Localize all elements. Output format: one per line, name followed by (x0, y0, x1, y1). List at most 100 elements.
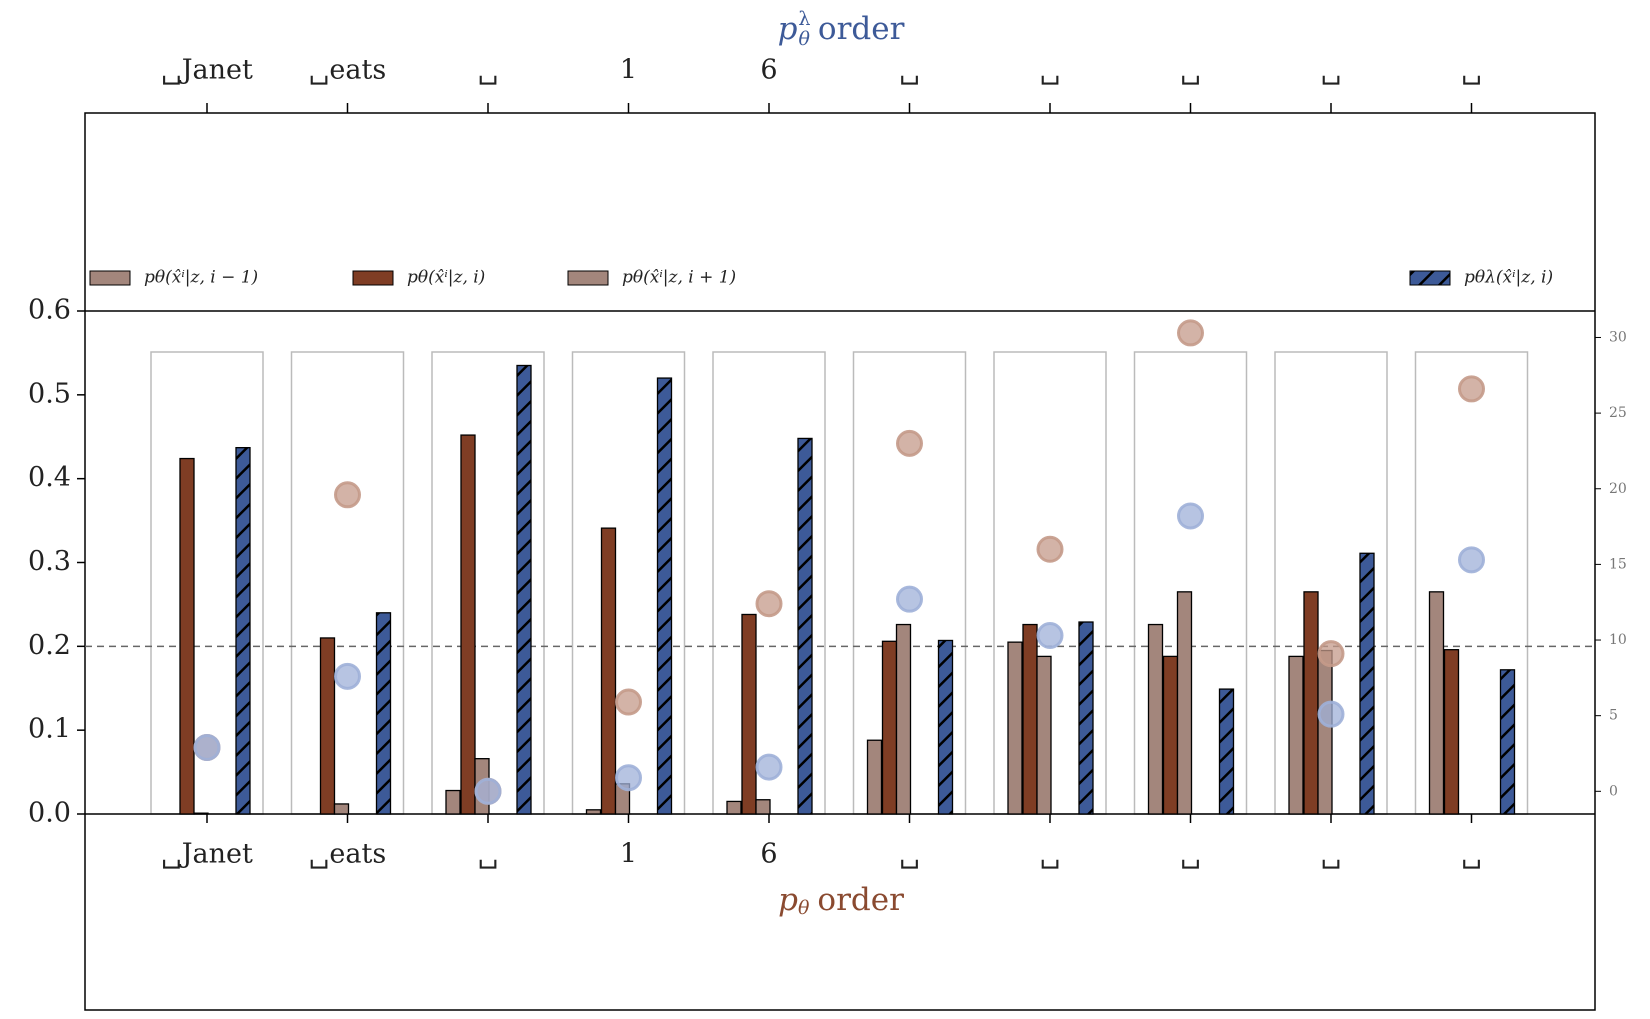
x-tick-label: 6 (760, 839, 777, 870)
legend-swatch (567, 270, 609, 286)
bar (1443, 649, 1460, 815)
y-tick-label: 0.4 (28, 462, 71, 493)
point (615, 688, 642, 716)
bar (1007, 641, 1023, 815)
y2-tick-label: 5 (1609, 708, 1618, 724)
point (1317, 640, 1345, 668)
point (755, 753, 783, 781)
point (474, 777, 502, 805)
y2-tick-label: 15 (1609, 556, 1627, 572)
y-tick-label: 0.5 (28, 378, 71, 409)
y-tick-label: 0.3 (28, 546, 71, 577)
point (1036, 621, 1064, 649)
x-tick-label: ␣ (1321, 839, 1342, 870)
point (1177, 502, 1204, 530)
bar (193, 812, 209, 815)
x-label-base: p (778, 882, 798, 918)
legend-label: pθ(x̂ⁱ|z, i + 1) (622, 268, 736, 288)
legend-swatch (1409, 270, 1451, 286)
bar (797, 437, 813, 815)
legend-label: pθλ(x̂ⁱ|z, i) (1464, 268, 1553, 288)
x-tick-label: ␣ (1040, 839, 1061, 870)
point (1458, 546, 1485, 574)
x-label-sub: θ (798, 897, 810, 919)
x2-tick-label: ␣eats (309, 55, 386, 86)
bar (445, 789, 461, 815)
x2-tick-label: ␣ (1180, 55, 1201, 86)
legend-label: pθ(x̂ⁱ|z, i − 1) (144, 268, 258, 288)
point (755, 590, 783, 618)
bar (179, 457, 195, 815)
bar (656, 377, 673, 815)
point (193, 733, 221, 761)
x2-tick-label: ␣ (899, 55, 920, 86)
x2-tick-label: ␣ (1040, 55, 1061, 86)
x2-label-sub: θ (798, 28, 810, 50)
point (1177, 319, 1204, 347)
bar (600, 527, 617, 815)
bar (755, 799, 771, 815)
bar (726, 800, 742, 815)
bar (585, 809, 602, 815)
point (896, 429, 923, 457)
x2-label: pλ θ order (778, 8, 905, 50)
legend-swatch (352, 270, 394, 286)
y-tick-label: 0.2 (28, 630, 71, 661)
x-tick-label: 1 (620, 839, 637, 870)
y-tick-label: 0.1 (28, 714, 71, 745)
point (1317, 700, 1345, 728)
x-tick-label: ␣ (899, 839, 920, 870)
y-tick-label: 0.6 (28, 295, 71, 326)
bar (333, 803, 350, 815)
point (1036, 535, 1064, 563)
bar (235, 446, 251, 815)
legend-label: pθ(x̂ⁱ|z, i) (407, 268, 485, 288)
point (334, 481, 361, 509)
frame (84, 112, 1596, 1011)
x2-tick-label: ␣ (1321, 55, 1342, 86)
bar (1022, 623, 1038, 815)
x2-tick-label: ␣ (1461, 55, 1482, 86)
bar (319, 637, 336, 815)
x2-tick-label: 6 (760, 55, 777, 86)
bar (1317, 649, 1333, 815)
bar (1078, 621, 1094, 815)
bar (375, 612, 392, 815)
bar (1428, 591, 1445, 815)
x-label-text: order (817, 882, 904, 918)
y2-tick-label: 0 (1609, 783, 1618, 799)
y2-tick-label: 25 (1609, 405, 1627, 421)
x-tick-label: ␣Janet (161, 839, 253, 870)
bar (1499, 669, 1516, 815)
x2-tick-label: 1 (620, 55, 637, 86)
bar (1176, 591, 1193, 815)
y2-tick-label: 30 (1609, 329, 1627, 345)
bar (1288, 655, 1304, 815)
x2-label-text: order (818, 11, 905, 47)
bar (516, 364, 532, 815)
bar (881, 640, 898, 815)
x2-tick-label: ␣Janet (161, 55, 253, 86)
bar (460, 434, 476, 815)
x-tick-label: ␣ (1180, 839, 1201, 870)
bar (937, 639, 954, 815)
bar (1218, 688, 1235, 815)
legend-swatch (89, 270, 131, 286)
x2-tick-label: ␣ (478, 55, 499, 86)
x2-label-sup: λ (798, 8, 810, 30)
x-tick-label: ␣ (478, 839, 499, 870)
point (896, 585, 923, 613)
bar (1162, 655, 1179, 815)
y2-tick-label: 10 (1609, 632, 1627, 648)
y-tick-label: 0.0 (28, 798, 71, 829)
x2-label-base: p (778, 11, 798, 47)
point (615, 764, 642, 792)
x-tick-label: ␣eats (309, 839, 386, 870)
point (1458, 375, 1485, 403)
bar (1359, 552, 1375, 815)
bar (1303, 591, 1319, 815)
x-tick-label: ␣ (1461, 839, 1482, 870)
bar (895, 623, 912, 815)
bar (741, 613, 757, 815)
